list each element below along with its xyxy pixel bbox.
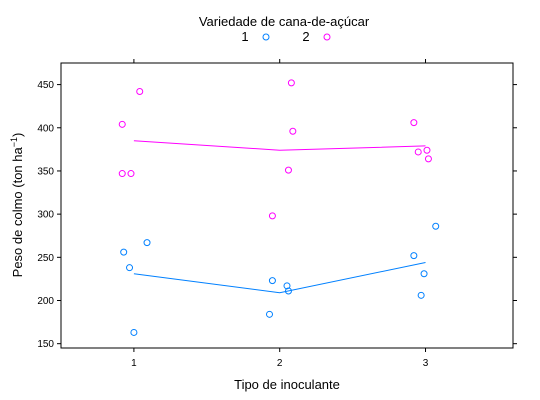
series-1-point-3 [143, 239, 151, 247]
series-2-point-3 [136, 88, 144, 95]
series-2-point-7 [289, 127, 297, 135]
series-1-point-9 [417, 291, 425, 299]
y-tick-label-250: 250 [37, 253, 54, 264]
series-1-point-1 [126, 264, 134, 272]
mean-lines [133, 140, 426, 294]
series-2-point-9 [414, 148, 422, 156]
data-points [118, 79, 440, 336]
series-2-point-6 [287, 79, 295, 87]
series-1-point-5 [268, 277, 276, 285]
legend: Variedade de cana-de-açúcar 1 2 [199, 14, 370, 44]
y-tick-label-300: 300 [37, 210, 54, 221]
legend-title: Variedade de cana-de-açúcar [199, 14, 370, 29]
series-1-point-6 [283, 282, 291, 290]
legend-marker-2 [323, 33, 331, 41]
legend-label-2: 2 [302, 29, 309, 44]
x-tick-label-3: 3 [423, 358, 429, 369]
x-tick-label-2: 2 [277, 358, 283, 369]
y-tick-label-450: 450 [37, 80, 54, 91]
series-2-point-10 [423, 146, 431, 154]
series-1-point-10 [420, 270, 428, 278]
series-1-point-2 [130, 328, 138, 336]
series-2-mean-line [133, 140, 426, 151]
series-2-point-4 [268, 212, 276, 220]
legend-label-1: 1 [241, 29, 248, 44]
y-axis-title-main: Peso de colmo (ton ha [10, 146, 25, 277]
series-2-point-5 [284, 166, 292, 174]
axes: 1 2 3 150 200 250 300 350 400 450 [37, 59, 517, 369]
series-2-point-0 [118, 120, 126, 128]
y-tick-label-150: 150 [37, 339, 54, 350]
series-2-point-8 [410, 119, 418, 127]
y-axis-title-sup: −1 [9, 137, 19, 147]
y-tick-label-200: 200 [37, 296, 54, 307]
x-axis-title: Tipo de inoculante [234, 377, 340, 392]
y-tick-label-350: 350 [37, 166, 54, 177]
y-axis-title: Peso de colmo (ton ha−1) [9, 133, 25, 278]
series-1-mean-line [133, 262, 426, 294]
y-tick-label-400: 400 [37, 123, 54, 134]
plot-frame [60, 62, 514, 349]
series-1-point-4 [266, 310, 274, 318]
series-1-point-0 [120, 248, 128, 256]
series-2-point-1 [118, 170, 126, 178]
series-1-point-8 [410, 252, 418, 260]
series-2-point-2 [127, 170, 135, 178]
series-2-point-11 [424, 155, 432, 163]
legend-marker-1 [262, 33, 270, 41]
series-1-point-7 [284, 287, 292, 295]
series-1-point-11 [432, 222, 440, 230]
y-axis-title-close: ) [10, 133, 25, 137]
x-tick-label-1: 1 [131, 358, 137, 369]
